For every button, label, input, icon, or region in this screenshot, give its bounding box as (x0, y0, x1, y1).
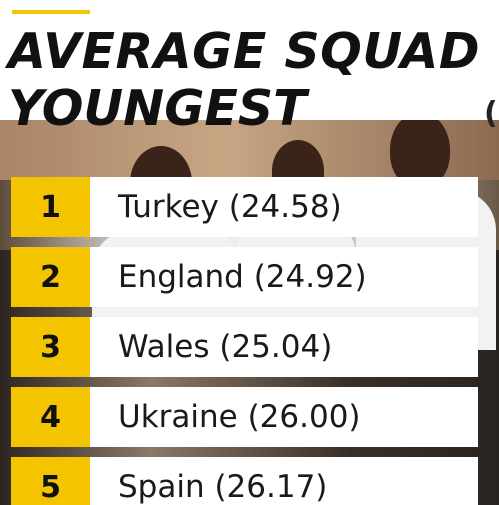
rank-number: 2 (11, 247, 90, 307)
ranking-row: 3 Wales (25.04) (11, 317, 478, 377)
ranking-row: 1 Turkey (24.58) (11, 177, 478, 237)
rank-label: England (24.92) (90, 247, 478, 307)
ranking-row: 2 England (24.92) (11, 247, 478, 307)
rank-number: 4 (11, 387, 90, 447)
rank-number: 3 (11, 317, 90, 377)
cropped-glyph: ( (484, 96, 498, 131)
page-title: AVERAGE SQUAD (8, 23, 481, 80)
ranking-row: 5 Spain (26.17) (11, 457, 478, 505)
rank-label: Ukraine (26.00) (90, 387, 478, 447)
rank-label: Wales (25.04) (90, 317, 478, 377)
rank-label: Spain (26.17) (90, 457, 478, 505)
rank-number: 1 (11, 177, 90, 237)
header: AVERAGE SQUAD YOUNGEST ( (0, 0, 499, 136)
page-subtitle: YOUNGEST (8, 80, 307, 137)
rank-label: Turkey (24.58) (90, 177, 478, 237)
player-head-right (390, 112, 450, 188)
rank-number: 5 (11, 457, 90, 505)
accent-rule (12, 10, 90, 14)
ranking-row: 4 Ukraine (26.00) (11, 387, 478, 447)
